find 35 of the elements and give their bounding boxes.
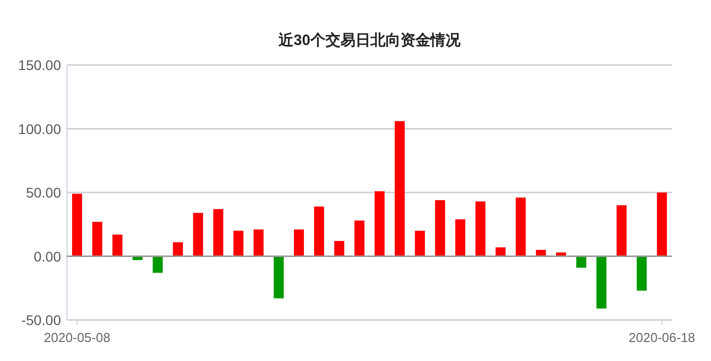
bar <box>374 191 385 256</box>
bar <box>354 220 364 256</box>
bar <box>314 206 324 256</box>
bar <box>233 230 244 256</box>
bar <box>112 234 122 256</box>
y-tick-label: 0.00 <box>34 248 62 264</box>
bar <box>334 240 344 256</box>
y-tick-label: 100.00 <box>18 120 62 137</box>
bar <box>294 229 304 256</box>
bar <box>636 256 647 291</box>
bar <box>596 256 606 309</box>
bar <box>92 222 102 256</box>
bar <box>414 230 425 256</box>
chart-title: 近30个交易日北向资金情况 <box>278 31 462 49</box>
bar <box>455 219 466 256</box>
bar <box>274 256 284 298</box>
bar <box>576 256 586 268</box>
bar <box>193 212 204 256</box>
bar <box>213 209 224 256</box>
x-tick-label: 2020-06-18 <box>628 330 696 345</box>
y-tick-label: 150.00 <box>18 57 62 73</box>
bar <box>172 242 183 256</box>
bar <box>616 205 627 256</box>
bar <box>496 247 506 256</box>
bar <box>254 229 264 256</box>
bar <box>394 121 405 256</box>
bar <box>656 192 667 256</box>
y-tick-label: 50.00 <box>26 184 62 200</box>
x-tick-label: 2020-05-08 <box>44 330 110 345</box>
bar <box>72 194 82 256</box>
bar <box>152 256 163 273</box>
bar <box>435 200 446 256</box>
y-tick-label: -50.00 <box>21 312 62 328</box>
bar <box>516 198 526 256</box>
bar <box>475 201 486 256</box>
